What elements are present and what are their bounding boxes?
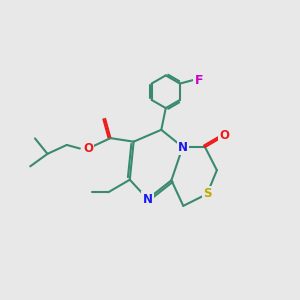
Text: F: F bbox=[194, 74, 203, 86]
Text: O: O bbox=[219, 129, 229, 142]
Text: O: O bbox=[83, 142, 93, 155]
Text: N: N bbox=[178, 140, 188, 154]
Text: N: N bbox=[142, 193, 153, 206]
Text: S: S bbox=[203, 188, 211, 200]
